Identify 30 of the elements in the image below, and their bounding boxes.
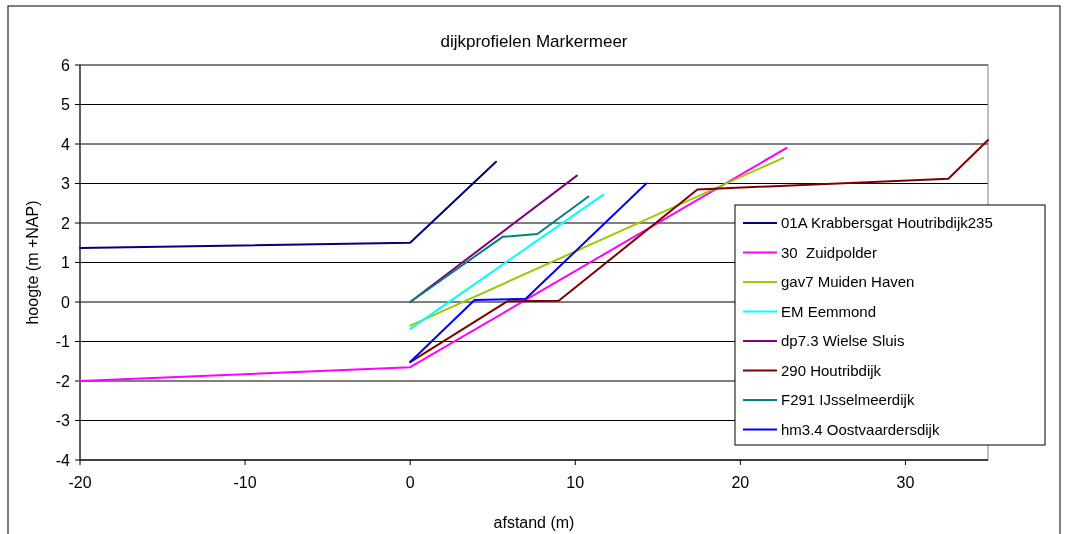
y-tick-label: -2 — [55, 372, 71, 390]
y-tick-label: 4 — [61, 135, 71, 153]
y-tick-label: -1 — [55, 333, 71, 351]
legend-label: F291 IJsselmeerdijk — [781, 391, 915, 409]
y-tick-label: 6 — [61, 56, 71, 74]
x-tick-label: 20 — [731, 474, 750, 491]
y-tick-label: 3 — [61, 175, 71, 193]
y-tick-label: 0 — [61, 293, 71, 311]
y-axis-title: hoogte (m +NAP) — [24, 200, 41, 325]
line-series — [409, 182, 648, 364]
y-tick-label: 5 — [61, 96, 71, 114]
legend-label: 290 Houtribdijk — [781, 361, 882, 379]
line-series — [409, 195, 590, 303]
x-tick-label: -10 — [233, 474, 257, 491]
legend-label: gav7 Muiden Haven — [781, 273, 915, 291]
y-tick-label: -3 — [55, 412, 71, 430]
x-tick-label: 0 — [405, 474, 415, 491]
legend-label: EM Eemmond — [781, 302, 877, 320]
legend-label: hm3.4 Oostvaardersdijk — [781, 420, 940, 438]
x-tick-label: 10 — [566, 474, 585, 491]
y-tick-label: 2 — [61, 214, 71, 232]
x-axis-title: afstand (m) — [493, 514, 575, 531]
legend-label: 30 Zuidpolder — [781, 243, 877, 261]
chart-title: dijkprofielen Markermeer — [440, 32, 628, 51]
y-tick-label: -4 — [55, 451, 71, 469]
x-tick-label: 30 — [896, 474, 915, 491]
legend-label: dp7.3 Wielse Sluis — [781, 332, 905, 350]
x-tick-label: -20 — [68, 474, 92, 491]
legend-label: 01A Krabbersgat Houtribdijk235 — [781, 214, 993, 232]
y-tick-label: 1 — [61, 254, 71, 272]
